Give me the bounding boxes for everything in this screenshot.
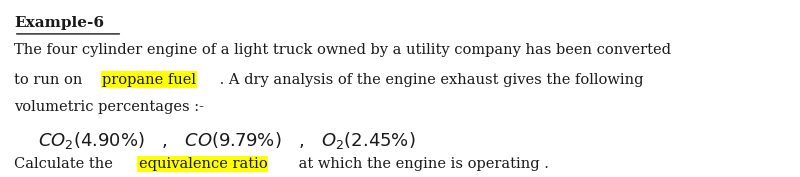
Text: equivalence ratio: equivalence ratio: [138, 157, 267, 171]
Text: Example-6: Example-6: [14, 16, 104, 30]
Text: . A dry analysis of the engine exhaust gives the following: . A dry analysis of the engine exhaust g…: [215, 73, 643, 87]
Text: to run on: to run on: [14, 73, 87, 87]
Text: propane fuel: propane fuel: [102, 73, 196, 87]
Text: at which the engine is operating .: at which the engine is operating .: [294, 157, 549, 171]
Text: Calculate the: Calculate the: [14, 157, 118, 171]
Text: $CO_2(4.90\%)$   ,   $CO(9.79\%)$   ,   $O_2(2.45\%)$: $CO_2(4.90\%)$ , $CO(9.79\%)$ , $O_2(2.4…: [38, 130, 415, 151]
Text: volumetric percentages :-: volumetric percentages :-: [14, 100, 204, 114]
Text: The four cylinder engine of a light truck owned by a utility company has been co: The four cylinder engine of a light truc…: [14, 43, 671, 57]
